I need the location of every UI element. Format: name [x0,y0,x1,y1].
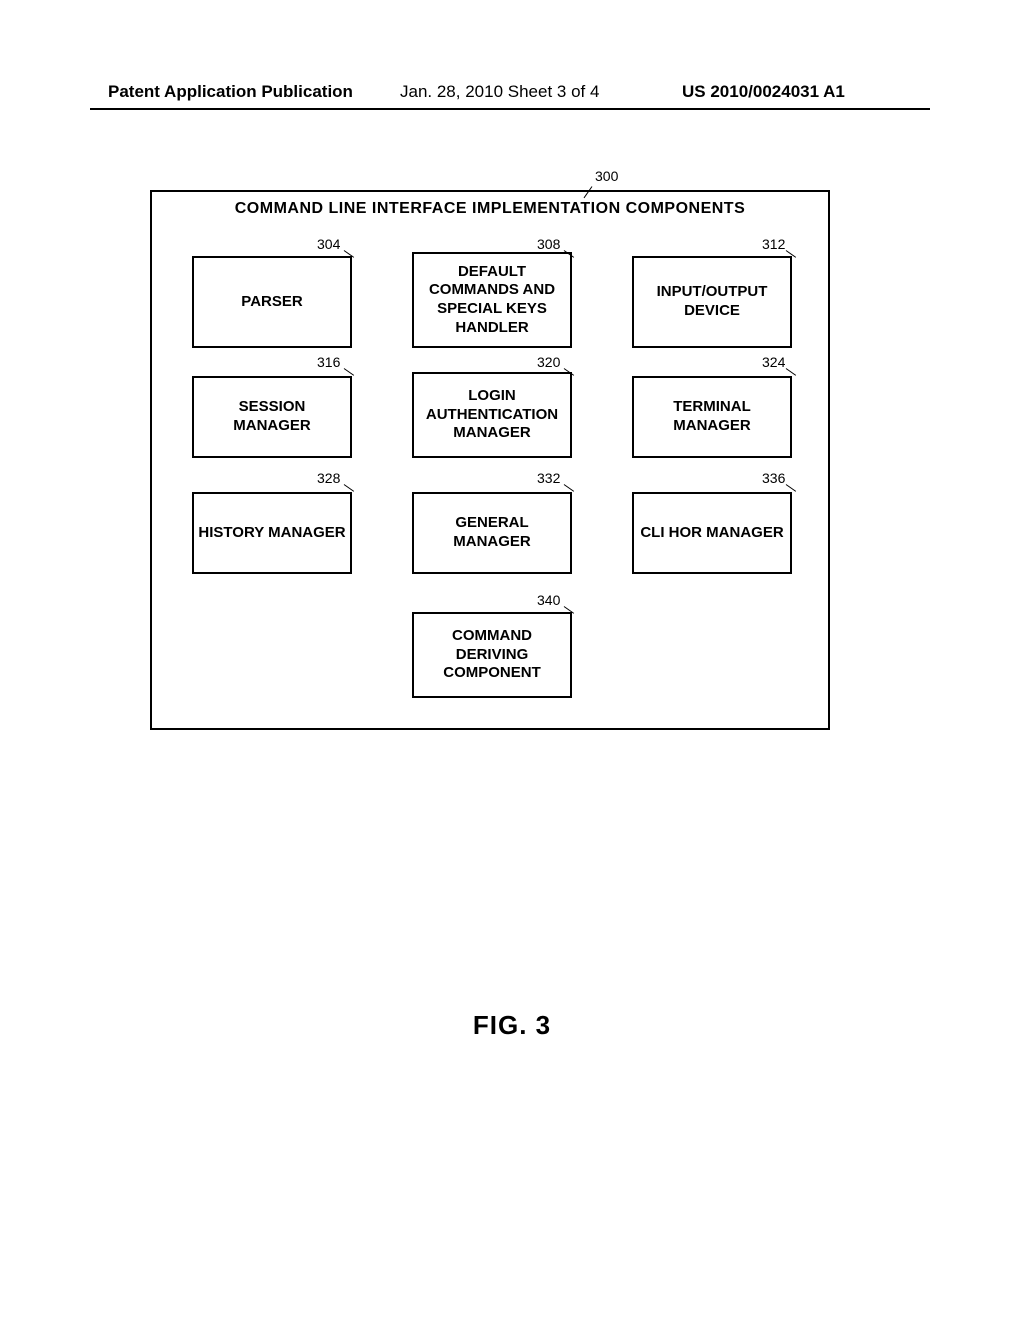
box-general-manager: GENERAL MANAGER [412,492,572,574]
ref-304: 304 [317,236,340,252]
ref-336: 336 [762,470,785,486]
header-pub-number: US 2010/0024031 A1 [682,82,845,102]
box-command-deriving: COMMAND DERIVING COMPONENT [412,612,572,698]
box-session-manager: SESSION MANAGER [192,376,352,458]
box-history-manager: HISTORY MANAGER [192,492,352,574]
ref-308: 308 [537,236,560,252]
ref-312: 312 [762,236,785,252]
ref-300: 300 [595,168,618,184]
lead-332 [564,484,574,492]
ref-320: 320 [537,354,560,370]
header-rule [90,108,930,110]
lead-316 [344,368,354,376]
header-publication: Patent Application Publication [108,82,353,102]
main-title: COMMAND LINE INTERFACE IMPLEMENTATION CO… [152,200,828,218]
ref-316: 316 [317,354,340,370]
ref-328: 328 [317,470,340,486]
ref-300-text: 300 [595,168,618,184]
lead-328 [344,484,354,492]
ref-324: 324 [762,354,785,370]
header-date-sheet: Jan. 28, 2010 Sheet 3 of 4 [400,82,599,102]
figure-label: FIG. 3 [0,1010,1024,1041]
box-parser: PARSER [192,256,352,348]
box-io-device: INPUT/OUTPUT DEVICE [632,256,792,348]
box-terminal-manager: TERMINAL MANAGER [632,376,792,458]
lead-336 [786,484,796,492]
box-login-auth-manager: LOGIN AUTHENTICATION MANAGER [412,372,572,458]
ref-332: 332 [537,470,560,486]
diagram-area: 300 COMMAND LINE INTERFACE IMPLEMENTATIO… [150,170,830,730]
box-cli-hor-manager: CLI HOR MANAGER [632,492,792,574]
main-container: COMMAND LINE INTERFACE IMPLEMENTATION CO… [150,190,830,730]
lead-324 [786,368,796,376]
box-default-commands: DEFAULT COMMANDS AND SPECIAL KEYS HANDLE… [412,252,572,348]
ref-340: 340 [537,592,560,608]
